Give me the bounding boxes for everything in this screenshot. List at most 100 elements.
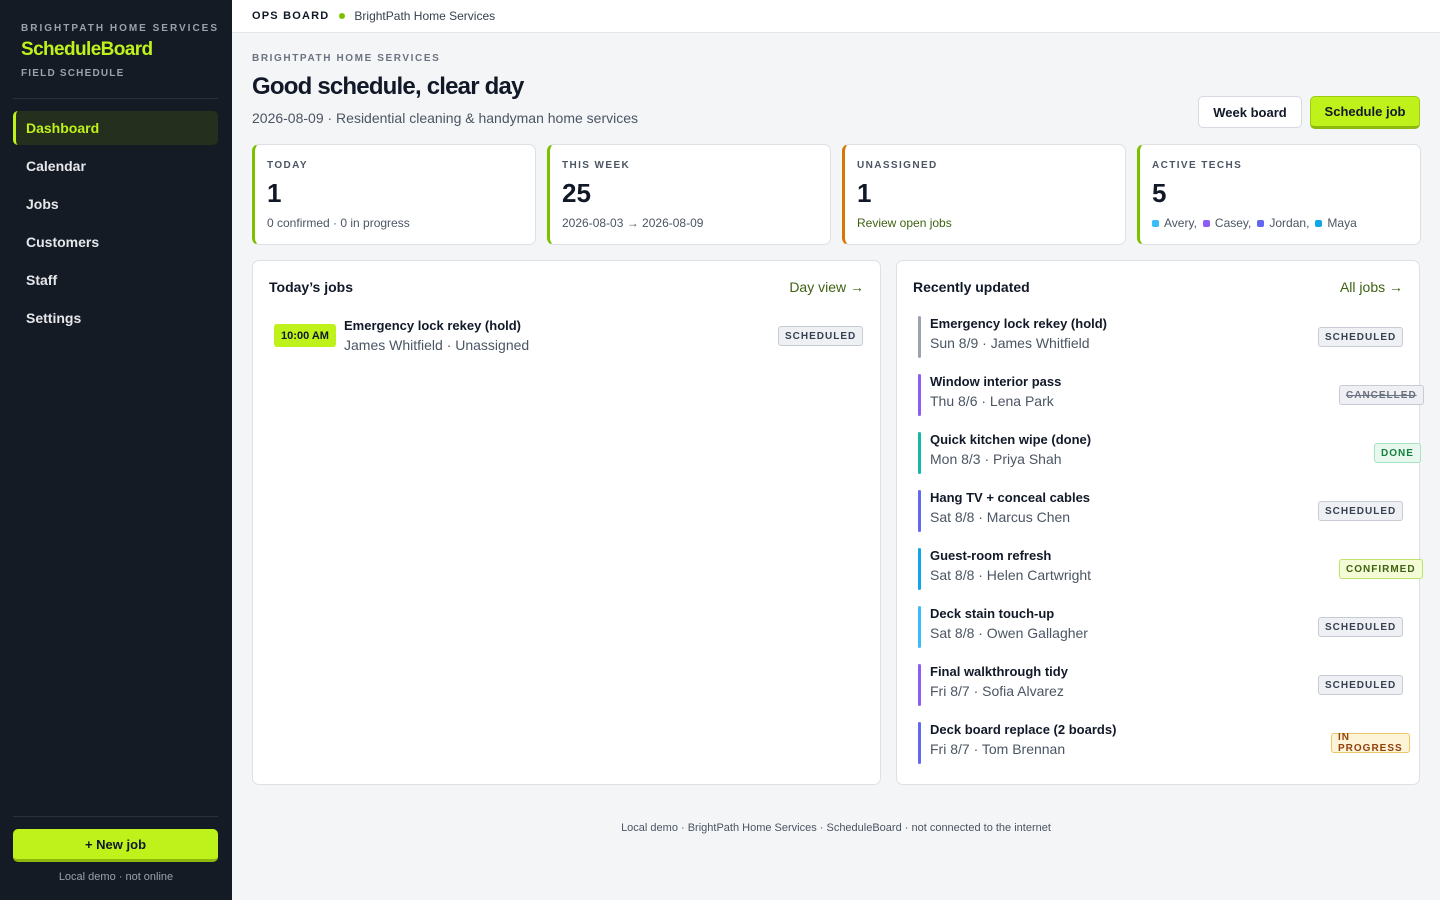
job-subtitle: Fri 8/7 · Sofia Alvarez <box>930 683 1064 699</box>
brand-name[interactable]: ScheduleBoard <box>21 39 153 60</box>
job-subtitle: Mon 8/3 · Priya Shah <box>930 451 1062 467</box>
list-item[interactable]: Window interior pass Thu 8/6 · Lena Park C… <box>918 374 1424 416</box>
job-subtitle: Thu 8/6 · Lena Park <box>930 393 1054 409</box>
tech-chip: Maya <box>1315 216 1357 230</box>
sidebar: BRIGHTPATH HOME SERVICES ScheduleBoard F… <box>0 0 232 900</box>
job-title: Window interior pass <box>930 374 1062 389</box>
stat-label: ACTIVE TECHS <box>1152 160 1243 171</box>
tech-chip: Avery, <box>1152 216 1197 230</box>
panel-title: Recently updated <box>913 279 1030 295</box>
list-item[interactable]: 10:00 AM Emergency lock rekey (hold) Jam… <box>274 316 864 356</box>
tech-color-bar <box>918 316 921 358</box>
tech-name: Maya <box>1327 216 1357 230</box>
sidebar-item-jobs[interactable]: Jobs <box>26 196 59 212</box>
tech-color-bar <box>918 606 921 648</box>
tech-color-bar <box>918 374 921 416</box>
status-dot-icon <box>339 13 346 19</box>
tech-color-bar <box>918 432 921 474</box>
tech-name: Jordan, <box>1269 216 1310 230</box>
page-subtitle: 2026-08-09 · Residential cleaning & hand… <box>252 110 638 126</box>
all-jobs-link[interactable]: All jobs → <box>1339 279 1403 295</box>
tech-color-swatch <box>1315 219 1323 227</box>
job-subtitle: Sun 8/9 · James Whitfield <box>930 335 1090 351</box>
job-subtitle: James Whitfield · Unassigned <box>344 337 530 353</box>
status-badge: CANCELLED <box>1339 385 1424 405</box>
status-badge: SCHEDULED <box>1318 327 1404 347</box>
tech-list: Avery, Casey, Jordan, Maya <box>1152 216 1420 230</box>
stat-card-active-techs: ACTIVE TECHS 5 Avery, Casey, Jordan, Maya <box>1137 144 1421 245</box>
stat-value: 1 <box>857 178 872 208</box>
sidebar-divider <box>13 816 218 817</box>
stat-value: 1 <box>267 178 282 208</box>
tech-name: Avery, <box>1164 216 1197 230</box>
job-title: Emergency lock rekey (hold) <box>344 318 522 333</box>
page-title: Good schedule, clear day <box>252 73 524 100</box>
tech-color-swatch <box>1257 219 1265 227</box>
tech-color-bar <box>918 664 921 706</box>
sidebar-item-settings[interactable]: Settings <box>26 310 82 326</box>
recently-updated-panel: Recently updated All jobs → Emergency lo… <box>896 260 1424 785</box>
job-subtitle: Sat 8/8 · Marcus Chen <box>930 509 1071 525</box>
stat-label: TODAY <box>267 160 308 171</box>
list-item[interactable]: Guest-room refresh Sat 8/8 · Helen Cartwr… <box>918 548 1423 590</box>
brand-subtitle: FIELD SCHEDULE <box>21 68 125 79</box>
status-badge: SCHEDULED <box>778 326 864 346</box>
tech-color-bar <box>918 548 921 590</box>
brand-kicker: BRIGHTPATH HOME SERVICES <box>21 23 220 34</box>
job-title: Final walkthrough tidy <box>930 664 1068 679</box>
sidebar-nav: Dashboard Calendar Jobs Customers Staff … <box>13 111 218 339</box>
job-title: Quick kitchen wipe (done) <box>930 432 1092 447</box>
tech-chip: Casey, <box>1202 216 1252 230</box>
sidebar-item-calendar[interactable]: Calendar <box>26 158 86 174</box>
tech-name: Casey, <box>1214 216 1252 230</box>
stat-note: 2026-08-03 → 2026-08-09 <box>562 216 704 230</box>
sidebar-item-dashboard[interactable]: Dashboard <box>13 111 218 145</box>
time-chip: 10:00 AM <box>274 324 336 347</box>
job-title: Hang TV + conceal cables <box>930 490 1091 505</box>
new-job-button[interactable]: + New job <box>13 829 218 862</box>
page-kicker: BRIGHTPATH HOME SERVICES <box>252 53 441 64</box>
job-subtitle: Fri 8/7 · Tom Brennan <box>930 741 1066 757</box>
week-board-button[interactable]: Week board <box>1198 96 1302 128</box>
day-view-link[interactable]: Day view → <box>789 279 864 295</box>
stat-label: THIS WEEK <box>562 160 631 171</box>
tech-color-swatch <box>1202 219 1210 227</box>
job-subtitle: Sat 8/8 · Helen Cartwright <box>930 567 1092 583</box>
status-badge: SCHEDULED <box>1318 675 1404 695</box>
status-badge: DONE <box>1374 443 1421 463</box>
stat-card-this-week: THIS WEEK 25 2026-08-03 → 2026-08-09 <box>547 144 831 245</box>
stat-card-unassigned: UNASSIGNED 1 Review open jobs <box>842 144 1126 245</box>
stat-note: 0 confirmed · 0 in progress <box>267 216 410 230</box>
list-item[interactable]: Emergency lock rekey (hold) Sun 8/9 · Jam… <box>918 316 1404 358</box>
tech-color-swatch <box>1152 219 1159 227</box>
sidebar-item-customers[interactable]: Customers <box>26 234 100 250</box>
topbar-title: OPS BOARD <box>252 10 330 22</box>
review-open-jobs-link[interactable]: Review open jobs <box>857 216 952 230</box>
tech-chip: Jordan, <box>1257 216 1309 230</box>
status-badge: SCHEDULED <box>1318 617 1404 637</box>
stat-value: 25 <box>562 178 591 208</box>
tech-color-bar <box>918 490 921 532</box>
list-item[interactable]: Final walkthrough tidy Fri 8/7 · Sofia Al… <box>918 664 1404 706</box>
list-item[interactable]: Quick kitchen wipe (done) Mon 8/3 · Priya… <box>918 432 1421 474</box>
tech-color-bar <box>918 722 921 764</box>
job-title: Deck board replace (2 boards) <box>930 722 1117 737</box>
sidebar-item-staff[interactable]: Staff <box>26 272 58 288</box>
list-item[interactable]: Deck stain touch-up Sat 8/8 · Owen Gallag… <box>918 606 1404 648</box>
sidebar-footer: Local demo · not online <box>58 871 174 883</box>
status-badge: IN PROGRESS <box>1331 732 1410 754</box>
list-item[interactable]: Deck board replace (2 boards) Fri 8/7 · T… <box>918 722 1410 764</box>
sidebar-divider <box>13 98 218 99</box>
todays-jobs-panel: Today’s jobs Day view → 10:00 AM Emergen… <box>252 260 881 785</box>
topbar-company: BrightPath Home Services <box>354 9 496 23</box>
status-badge: SCHEDULED <box>1318 501 1404 521</box>
stat-value: 5 <box>1152 178 1167 208</box>
top-bar: OPS BOARD BrightPath Home Services <box>232 0 1440 33</box>
list-item[interactable]: Hang TV + conceal cables Sat 8/8 · Marcus… <box>918 490 1404 532</box>
panel-title: Today’s jobs <box>269 279 354 295</box>
page-footer: Local demo · BrightPath Home Services · … <box>621 822 1051 834</box>
job-title: Guest-room refresh <box>930 548 1052 563</box>
schedule-job-button[interactable]: Schedule job <box>1310 96 1420 129</box>
job-title: Deck stain touch-up <box>930 606 1055 621</box>
stat-label: UNASSIGNED <box>857 160 938 171</box>
